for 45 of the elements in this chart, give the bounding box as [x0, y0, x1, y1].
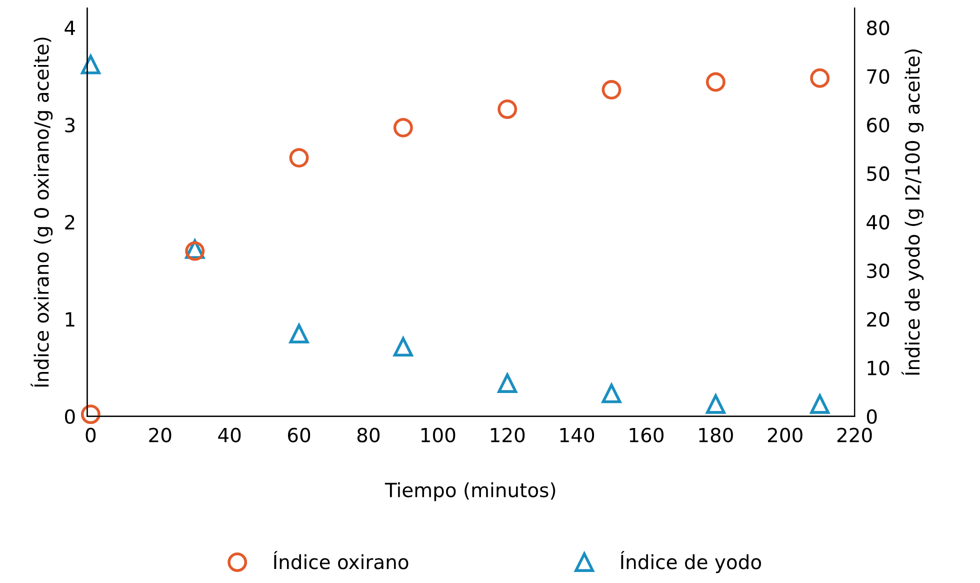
- point: [706, 72, 726, 92]
- x-tick-label: 100: [421, 428, 456, 442]
- x-tick-label: 120: [490, 428, 525, 442]
- y2-tick-label: 10: [868, 360, 890, 376]
- y-tick-label: 0: [65, 409, 75, 424]
- y-tick-label: 2: [65, 214, 74, 230]
- x-tick-label: 40: [218, 428, 241, 442]
- point: [289, 324, 309, 344]
- point: [498, 99, 518, 119]
- x-tick-label: 180: [699, 428, 733, 442]
- y2-tick-label: 30: [867, 263, 890, 278]
- y2-tick-label: 40: [866, 214, 890, 230]
- x-axis-title: Tiempo (minutos): [384, 482, 556, 502]
- y-tick-label: 4: [64, 20, 76, 35]
- x-tick-label: 0: [86, 428, 96, 442]
- point: [80, 404, 100, 424]
- y-tick-label: 1: [66, 312, 74, 326]
- point: [80, 54, 100, 74]
- y2-tick-label: 0: [866, 409, 877, 424]
- y2-tick-label: 60: [867, 118, 890, 132]
- legend-label: Índice oxirano: [274, 551, 408, 570]
- x-tick-label: 80: [357, 428, 380, 442]
- point: [602, 384, 622, 404]
- point: [810, 394, 830, 414]
- y2-tick-label: 70: [867, 69, 890, 84]
- x-tick-label: 200: [768, 428, 802, 442]
- point: [393, 118, 413, 138]
- x-tick-label: 220: [837, 428, 872, 442]
- y2-axis-title: Índice de yodo (g I2/100 g aceite): [902, 50, 924, 376]
- point: [810, 68, 830, 88]
- x-tick-label: 20: [149, 428, 172, 442]
- x-tick-label: 160: [630, 428, 664, 442]
- point: [498, 374, 518, 393]
- y-tick-label: 3: [65, 118, 75, 132]
- y2-tick-label: 80: [866, 20, 890, 36]
- y-axis-title: Índice oxirano (g 0 oxirano/g aceite): [30, 38, 53, 387]
- point: [393, 337, 413, 357]
- y2-tick-label: 50: [867, 166, 890, 182]
- point: [602, 80, 622, 100]
- x-tick-label: 60: [288, 428, 310, 442]
- point: [706, 394, 726, 414]
- y2-tick-label: 20: [867, 312, 890, 327]
- x-tick-label: 140: [560, 428, 594, 442]
- legend-label: Índice de yodo: [620, 551, 762, 574]
- point: [289, 148, 309, 168]
